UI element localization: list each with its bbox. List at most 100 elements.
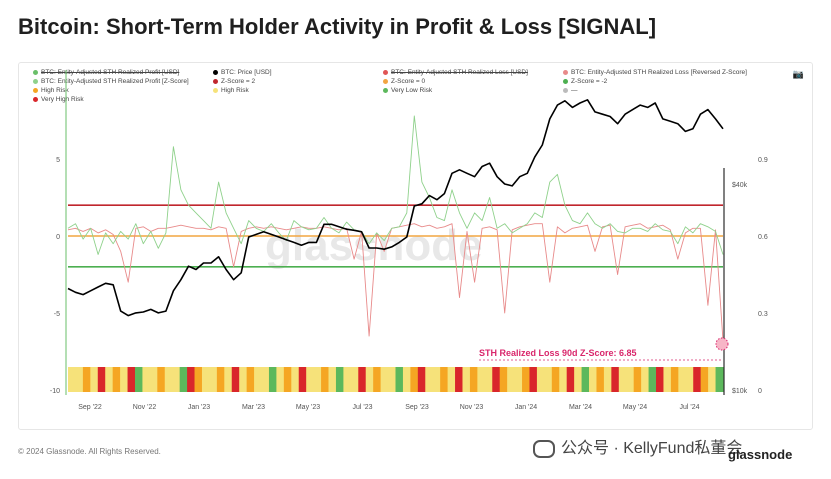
legend-swatch (33, 87, 38, 93)
legend-swatch (563, 87, 568, 93)
risk-band-segment (239, 367, 248, 392)
risk-band-segment (350, 367, 359, 392)
risk-band-segment (373, 367, 382, 392)
legend-item[interactable]: BTC: Entity-Adjusted STH Realized Loss [… (563, 69, 747, 76)
risk-band-segment (75, 367, 84, 392)
risk-band-segment (343, 367, 352, 392)
y-left-tick-label: -10 (50, 388, 60, 395)
camera-icon[interactable]: 📷 (792, 69, 804, 79)
series-line (67, 99, 724, 317)
y-price-tick-label: $40k (732, 182, 748, 189)
risk-band-segment (581, 367, 590, 392)
legend-label: Very Low Risk (391, 87, 433, 94)
risk-band-segment (298, 367, 307, 392)
risk-band-segment (157, 367, 166, 392)
risk-band-segment (432, 367, 441, 392)
risk-band-segment (626, 367, 635, 392)
risk-band-segment (164, 367, 173, 392)
brand-logo: glassnode (728, 447, 793, 462)
risk-band-segment (596, 367, 605, 392)
risk-band-segment (477, 367, 486, 392)
legend-item[interactable]: High Risk (33, 87, 69, 94)
legend-label: BTC: Entity-Adjusted STH Realized Loss [… (571, 69, 747, 76)
risk-band-segment (417, 367, 426, 392)
x-tick-label: Sep '23 (405, 404, 429, 411)
legend-item[interactable]: Z-Score = -2 (563, 78, 607, 85)
risk-band-segment (589, 367, 597, 392)
risk-band-segment (611, 367, 620, 392)
legend-label: Very High Risk (41, 96, 84, 103)
risk-band-segment (90, 367, 99, 392)
risk-band-segment (447, 367, 456, 392)
risk-band-segment (663, 367, 672, 392)
risk-band-segment (670, 367, 679, 392)
legend-item[interactable]: BTC: Entity-Adjusted STH Realized Profit… (33, 78, 189, 85)
x-tick-label: Jan '23 (188, 404, 210, 411)
risk-band-segment (358, 367, 367, 392)
legend-item[interactable]: BTC: Price [USD] (213, 69, 272, 76)
risk-band-segment (246, 367, 255, 392)
wechat-text: 公众号 · KellyFund私董会 (561, 440, 743, 457)
legend-item[interactable]: BTC: Entity-Adjusted STH Realized Loss [… (383, 69, 528, 76)
legend-swatch (213, 87, 218, 93)
y-right-tick-label: 0.3 (758, 311, 768, 318)
legend-item[interactable]: High Risk (213, 87, 249, 94)
risk-band-segment (127, 367, 136, 392)
risk-band-segment (172, 367, 181, 392)
risk-band-segment (268, 367, 277, 392)
risk-band-segment (365, 367, 374, 392)
risk-band-segment (224, 367, 233, 392)
legend-label: BTC: Entity-Adjusted STH Realized Loss [… (391, 69, 528, 76)
risk-band-segment (291, 367, 300, 392)
risk-band-segment (715, 367, 724, 392)
risk-band-segment (455, 367, 463, 392)
risk-band-segment (328, 367, 337, 392)
legend-swatch (213, 78, 218, 84)
y-left-tick-label: 0 (56, 234, 60, 241)
risk-band-segment (618, 367, 627, 392)
risk-band-segment (469, 367, 478, 392)
legend-swatch (563, 78, 568, 84)
x-tick-label: May '23 (296, 404, 320, 411)
x-tick-label: Nov '23 (460, 404, 484, 411)
legend-item[interactable]: Z-Score = 0 (383, 78, 425, 85)
legend-swatch (383, 87, 388, 93)
risk-band-segment (536, 367, 545, 392)
risk-band-segment (82, 367, 91, 392)
x-tick-label: Mar '23 (242, 404, 265, 411)
risk-band-segment (708, 367, 716, 392)
risk-band-segment (544, 367, 553, 392)
risk-band-segment (499, 367, 508, 392)
legend-swatch (383, 69, 388, 75)
risk-band-segment (321, 367, 329, 392)
legend-swatch (213, 69, 218, 75)
risk-band-segment (648, 367, 657, 392)
x-tick-label: May '24 (623, 404, 647, 411)
risk-band-segment (462, 367, 471, 392)
risk-band-segment (120, 367, 128, 392)
legend-item[interactable]: Very Low Risk (383, 87, 432, 94)
risk-band-segment (380, 367, 389, 392)
x-tick-label: Jul '24 (679, 404, 699, 411)
risk-band-segment (231, 367, 240, 392)
x-tick-label: Nov '22 (133, 404, 157, 411)
legend-label: High Risk (221, 87, 249, 94)
legend-item[interactable]: Z-Score = 2 (213, 78, 255, 85)
risk-band-segment (492, 367, 501, 392)
legend-item[interactable]: BTC: Entity-Adjusted STH Realized Profit… (33, 69, 179, 76)
legend-swatch (33, 69, 38, 75)
risk-band-segment (313, 367, 322, 392)
risk-band-segment (306, 367, 315, 392)
page-title: Bitcoin: Short-Term Holder Activity in P… (18, 14, 657, 39)
legend-item[interactable]: Very High Risk (33, 96, 84, 103)
legend-swatch (33, 78, 38, 84)
risk-band-segment (425, 367, 434, 392)
risk-band-segment (134, 367, 143, 392)
legend-item[interactable]: — (563, 87, 578, 94)
risk-band-segment (283, 367, 292, 392)
series-line (67, 115, 724, 255)
copyright: © 2024 Glassnode. All Rights Reserved. (18, 447, 161, 456)
risk-band-segment (633, 367, 642, 392)
y-right-tick-label: 0 (758, 388, 762, 395)
risk-band-segment (410, 367, 419, 392)
